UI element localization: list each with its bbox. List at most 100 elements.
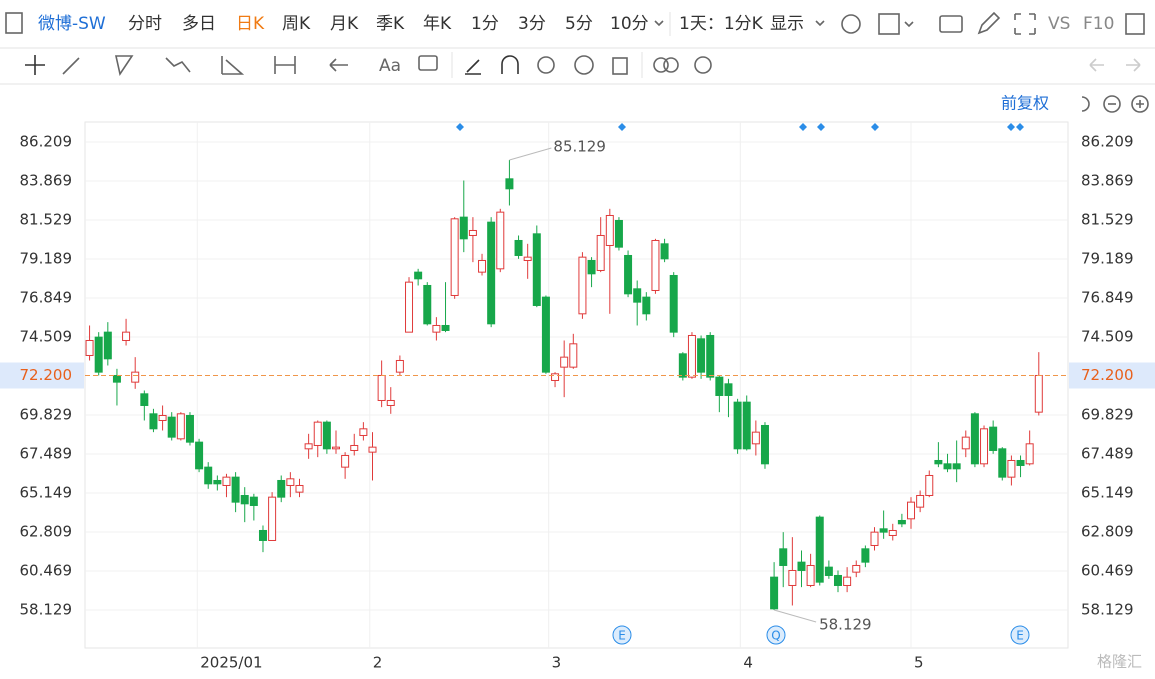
candle-body <box>587 259 596 275</box>
box-icon[interactable] <box>878 13 900 35</box>
period-tab[interactable]: 季K <box>376 14 405 34</box>
undo[interactable] <box>1089 58 1104 72</box>
candle-body <box>998 448 1007 478</box>
period-tab[interactable]: 10分 <box>610 14 649 34</box>
stock-name[interactable]: 微博-SW <box>38 14 106 34</box>
display-menu[interactable]: 显示 <box>770 14 804 34</box>
redo[interactable] <box>1126 58 1141 72</box>
candle-body <box>277 479 286 498</box>
period-tab[interactable]: 月K <box>330 14 359 34</box>
f10-button[interactable]: F10 <box>1083 14 1114 34</box>
y-tick-label: 79.189 <box>20 250 73 268</box>
candle-body <box>322 421 331 450</box>
angle-tool[interactable] <box>465 59 481 75</box>
candle-body <box>560 356 569 368</box>
text-tool[interactable]: Aa <box>379 56 401 76</box>
move-tool[interactable] <box>25 55 45 75</box>
period-tab[interactable]: 1分 <box>471 14 499 34</box>
event-label: E <box>1016 629 1024 643</box>
candle-body <box>916 494 925 508</box>
candle-body <box>642 296 651 315</box>
candle-body <box>158 414 167 421</box>
candle-body <box>779 548 788 566</box>
candle-body <box>706 334 715 378</box>
y-tick-label-right: 65.149 <box>1081 484 1134 502</box>
pen-icon[interactable] <box>977 11 1001 35</box>
reset-icon[interactable] <box>1081 96 1090 112</box>
candle-body <box>94 336 103 373</box>
zoom-out[interactable] <box>1103 95 1121 113</box>
candle-body <box>505 178 514 190</box>
candle-body <box>295 484 304 493</box>
y-tick-label: 76.849 <box>20 289 73 307</box>
y-tick-label: 65.149 <box>20 484 73 502</box>
period-tab[interactable]: 年K <box>423 14 452 34</box>
candle-body <box>952 463 961 470</box>
line-tool[interactable] <box>62 57 80 75</box>
y-tick-label: 60.469 <box>20 562 73 580</box>
magnet-tool[interactable] <box>501 55 519 74</box>
candle-body <box>907 501 916 520</box>
current-price-label: 72.200 <box>20 366 73 384</box>
compare-tool[interactable] <box>653 57 669 73</box>
event-badge[interactable] <box>612 625 632 645</box>
candle-body <box>788 569 797 586</box>
candle-body <box>222 476 231 486</box>
panel-icon[interactable] <box>1125 13 1145 35</box>
candle-body <box>660 243 669 260</box>
period-tab[interactable]: 多日 <box>182 14 216 34</box>
candle-body <box>888 529 897 536</box>
candle-body <box>687 334 696 378</box>
adjust-toggle[interactable]: 前复权 <box>1001 94 1049 113</box>
candle-body <box>313 421 322 446</box>
period-tab[interactable]: 日K <box>236 14 265 34</box>
note-tool[interactable] <box>418 55 438 71</box>
x-tick-label: 5 <box>914 654 924 672</box>
current-price-bg <box>1069 362 1155 389</box>
candle-body <box>1016 459 1025 466</box>
zoom-in[interactable] <box>1131 95 1149 113</box>
low-pointer <box>773 609 817 623</box>
candle-body <box>268 496 277 541</box>
camera-icon[interactable] <box>939 15 963 33</box>
candle-body <box>140 393 149 406</box>
shape-tool[interactable] <box>115 55 134 77</box>
candle-body <box>925 474 934 496</box>
event-badge[interactable] <box>1010 625 1030 645</box>
candle-body <box>943 463 952 470</box>
fib-tool[interactable] <box>221 56 245 75</box>
candle-body <box>578 256 587 315</box>
sidebar-icon[interactable] <box>5 12 23 34</box>
y-tick-label-right: 83.869 <box>1081 172 1134 190</box>
candle-body <box>843 576 852 586</box>
period-tab[interactable]: 5分 <box>565 14 593 34</box>
y-tick-label-right: 67.489 <box>1081 445 1134 463</box>
lock-tool[interactable] <box>537 56 555 74</box>
candle-body <box>122 331 131 341</box>
y-tick-label-right: 76.849 <box>1081 289 1134 307</box>
period-tab[interactable]: 周K <box>282 14 311 34</box>
period-tab[interactable]: 分时 <box>128 14 162 34</box>
interval[interactable]: 1天：1分K <box>679 14 764 34</box>
event-label: Q <box>771 629 780 643</box>
candle-body <box>733 401 742 450</box>
candle-body <box>569 343 578 368</box>
dropdown-arrow <box>815 20 825 27</box>
vs-button[interactable]: VS <box>1048 14 1070 34</box>
measure-tool[interactable] <box>274 56 296 74</box>
hide-tool[interactable] <box>574 55 594 75</box>
compare-tool[interactable] <box>663 57 679 73</box>
arrow-tool[interactable] <box>329 58 348 72</box>
wave-tool[interactable] <box>165 57 191 73</box>
low-label: 58.129 <box>819 616 872 634</box>
delete-tool[interactable] <box>612 57 628 75</box>
candle-body <box>760 424 769 465</box>
fullscreen-icon[interactable] <box>1014 13 1036 35</box>
settings-icon[interactable] <box>841 14 861 34</box>
dropdown-arrow <box>654 20 664 27</box>
tool-settings[interactable] <box>694 56 712 74</box>
candle-body <box>961 436 970 450</box>
event-badge[interactable] <box>766 625 786 645</box>
candle-body <box>532 233 541 306</box>
period-tab[interactable]: 3分 <box>518 14 546 34</box>
